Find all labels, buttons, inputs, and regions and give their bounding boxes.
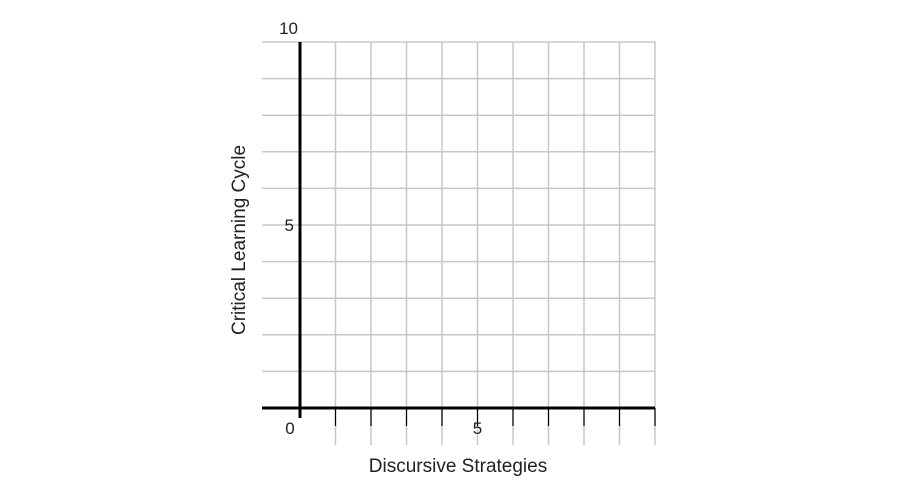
x-tick-label: 5 xyxy=(473,419,482,438)
tick-labels: 0 5 5 10 xyxy=(279,19,482,438)
x-tick-marks xyxy=(334,408,656,426)
x-axis-title: Discursive Strategies xyxy=(369,456,547,477)
y-tick-label: 10 xyxy=(279,19,298,38)
y-tick-label: 5 xyxy=(285,216,294,235)
x-tick-label: 0 xyxy=(285,419,294,438)
y-axis-title: Critical Learning Cycle xyxy=(229,145,250,335)
grid-vertical-lines xyxy=(334,42,656,445)
axes xyxy=(262,42,655,418)
grid-horizontal-lines xyxy=(262,41,655,373)
